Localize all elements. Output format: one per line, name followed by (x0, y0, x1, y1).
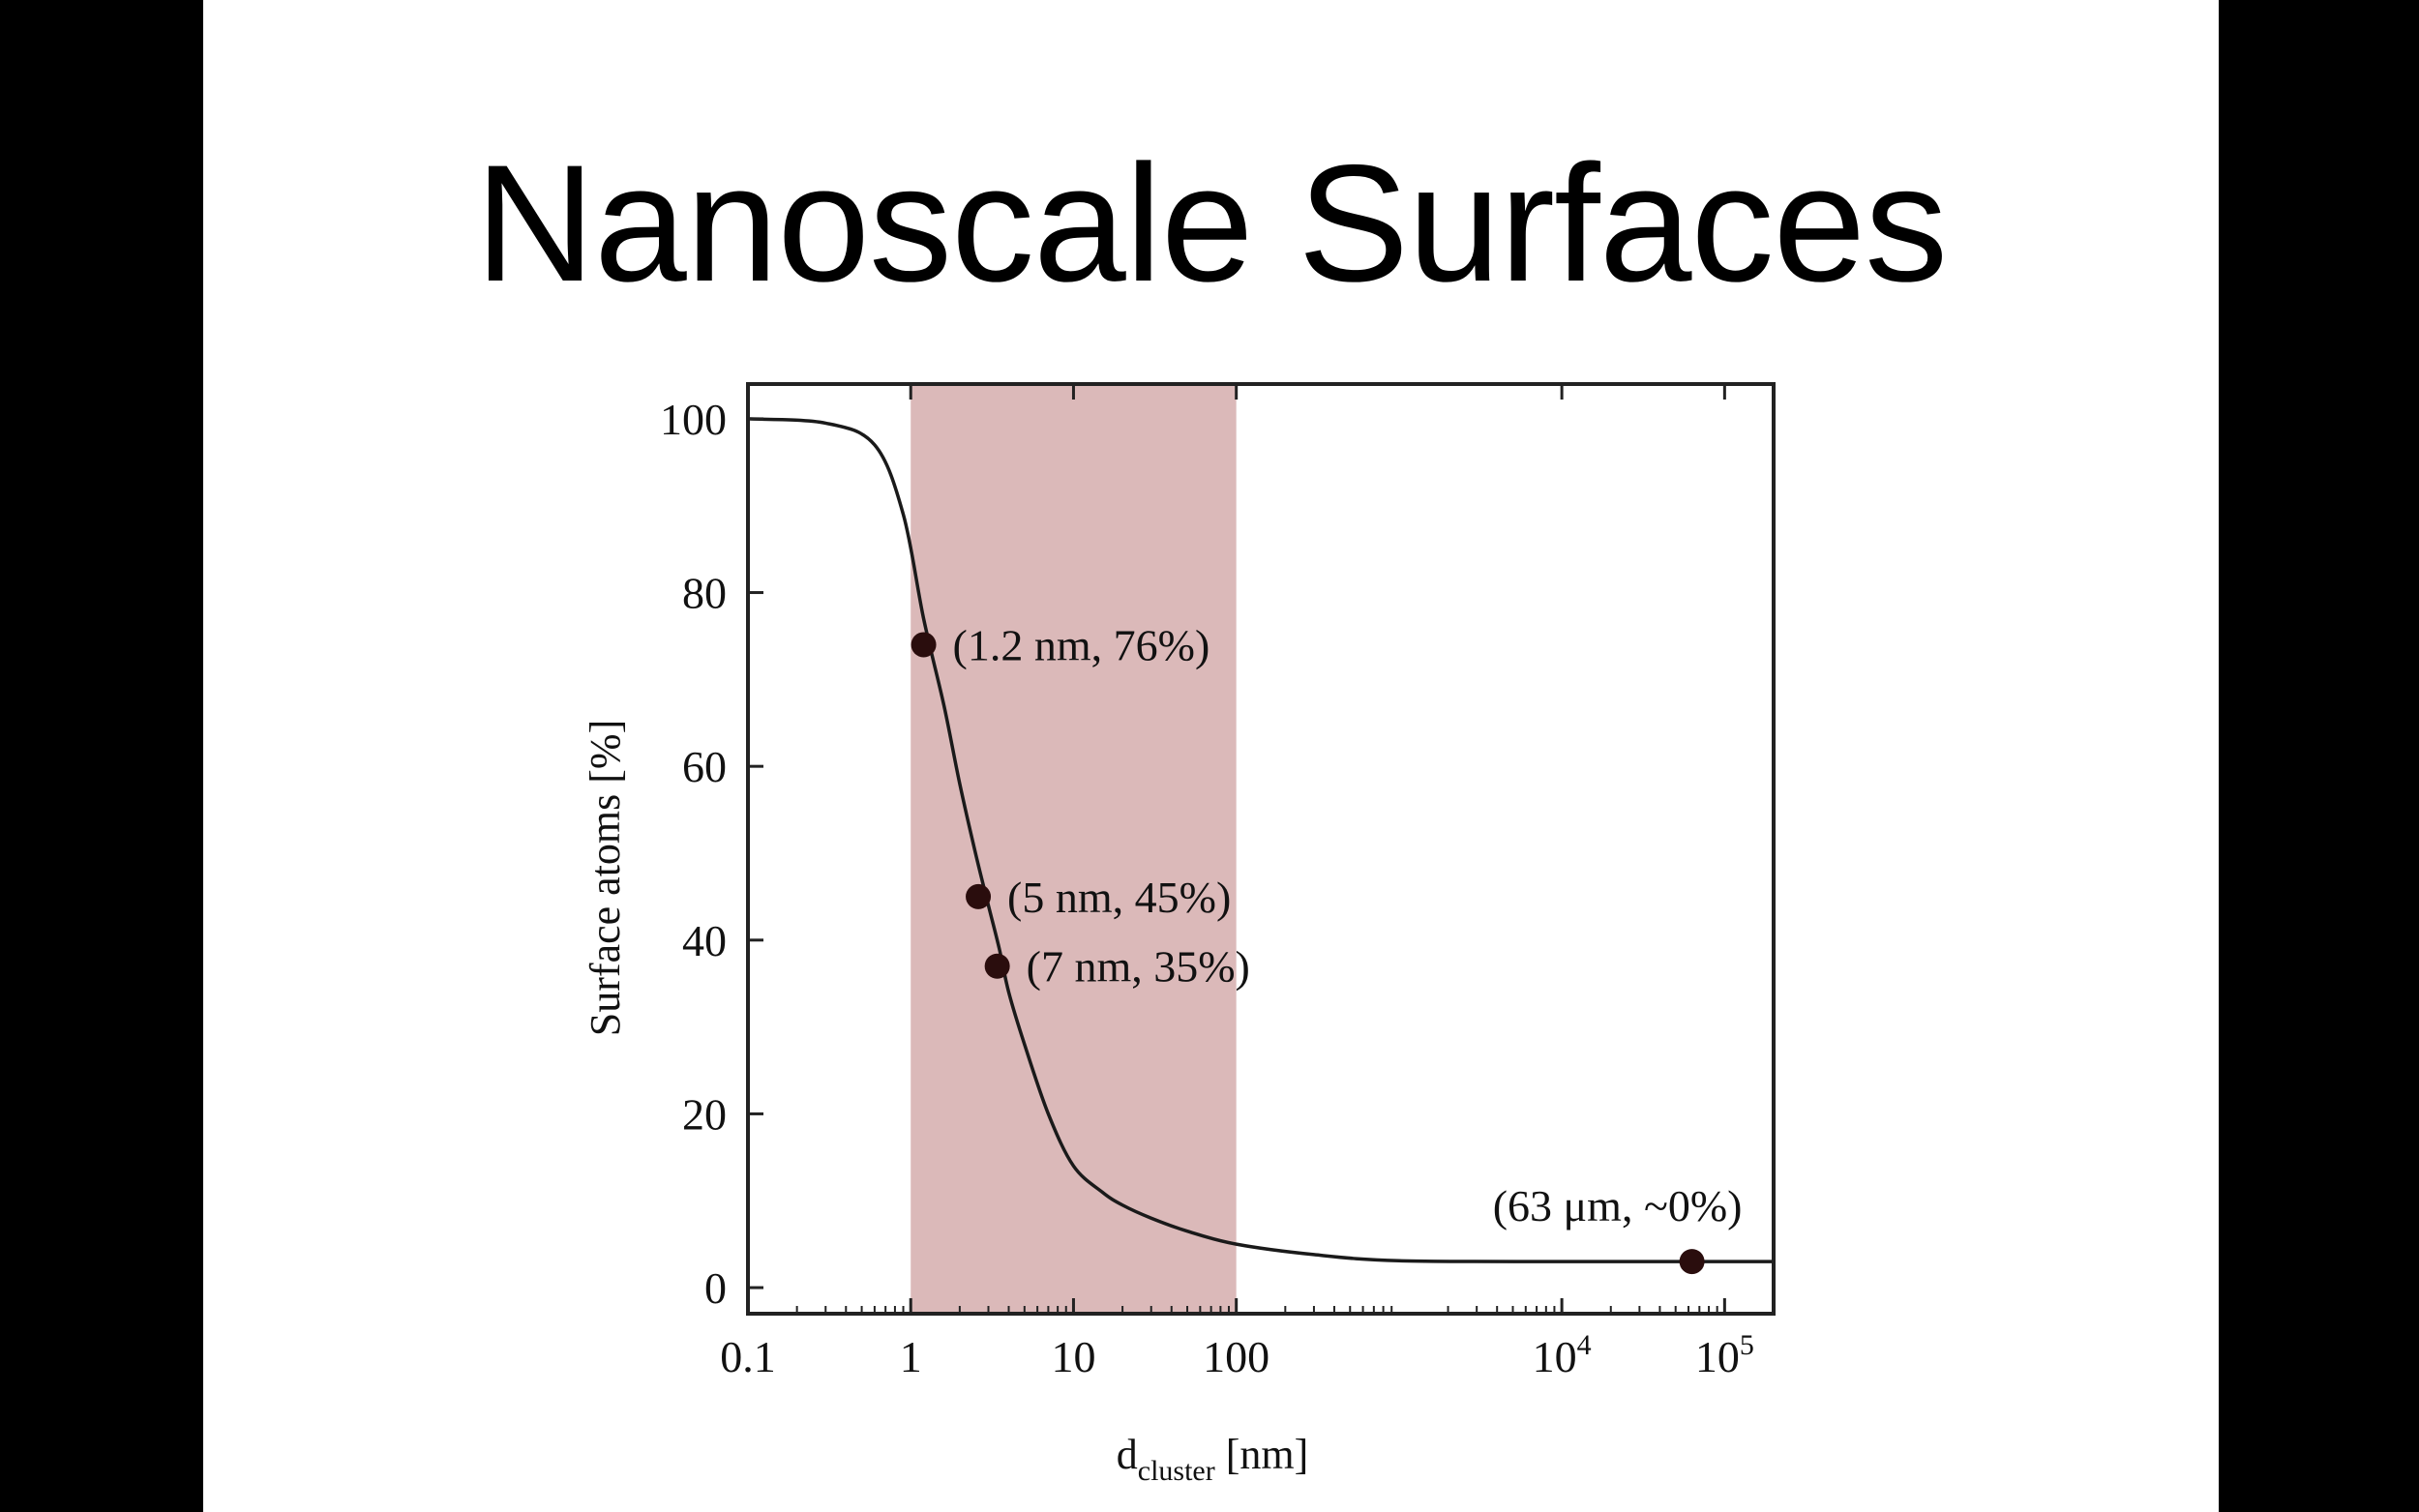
nanoscale-highlight-region (911, 384, 1237, 1314)
slide-title: Nanoscale Surfaces (474, 131, 1948, 316)
y-tick-label: 20 (682, 1089, 727, 1139)
data-point-marker (911, 632, 937, 658)
x-tick-label: 100 (1203, 1332, 1269, 1381)
data-point-label: (5 nm, 45%) (1007, 873, 1231, 922)
x-tick-label: 10 (1051, 1332, 1095, 1381)
x-axis-label: dcluster [nm] (1117, 1431, 1309, 1487)
y-tick-label: 0 (704, 1263, 727, 1313)
x-axis-label-sub: cluster (1138, 1455, 1215, 1487)
series-line-surface-atoms (747, 417, 1774, 1263)
x-axis-label-main: d (1117, 1431, 1138, 1478)
x-tick-label: 1 (900, 1332, 922, 1381)
x-tick-label: 105 (1695, 1329, 1754, 1381)
data-point-marker (984, 953, 1010, 979)
x-tick-label: 104 (1533, 1329, 1592, 1381)
plot-frame (746, 382, 1776, 1316)
data-point-label: (7 nm, 35%) (1027, 942, 1250, 992)
y-tick-label: 100 (660, 395, 727, 444)
y-tick-label: 60 (682, 742, 727, 791)
y-tick-label: 40 (682, 916, 727, 965)
data-point-label: (63 μm, ~0%) (1493, 1181, 1743, 1230)
x-tick-label: 0.1 (720, 1332, 776, 1381)
y-axis-label: Surface atoms [%] (582, 720, 629, 1036)
y-tick-label: 80 (682, 569, 727, 618)
data-point-label: (1.2 nm, 76%) (953, 620, 1210, 669)
data-point-marker (966, 883, 992, 909)
x-axis-label-unit: [nm] (1215, 1431, 1309, 1478)
data-point-marker (1679, 1249, 1705, 1275)
